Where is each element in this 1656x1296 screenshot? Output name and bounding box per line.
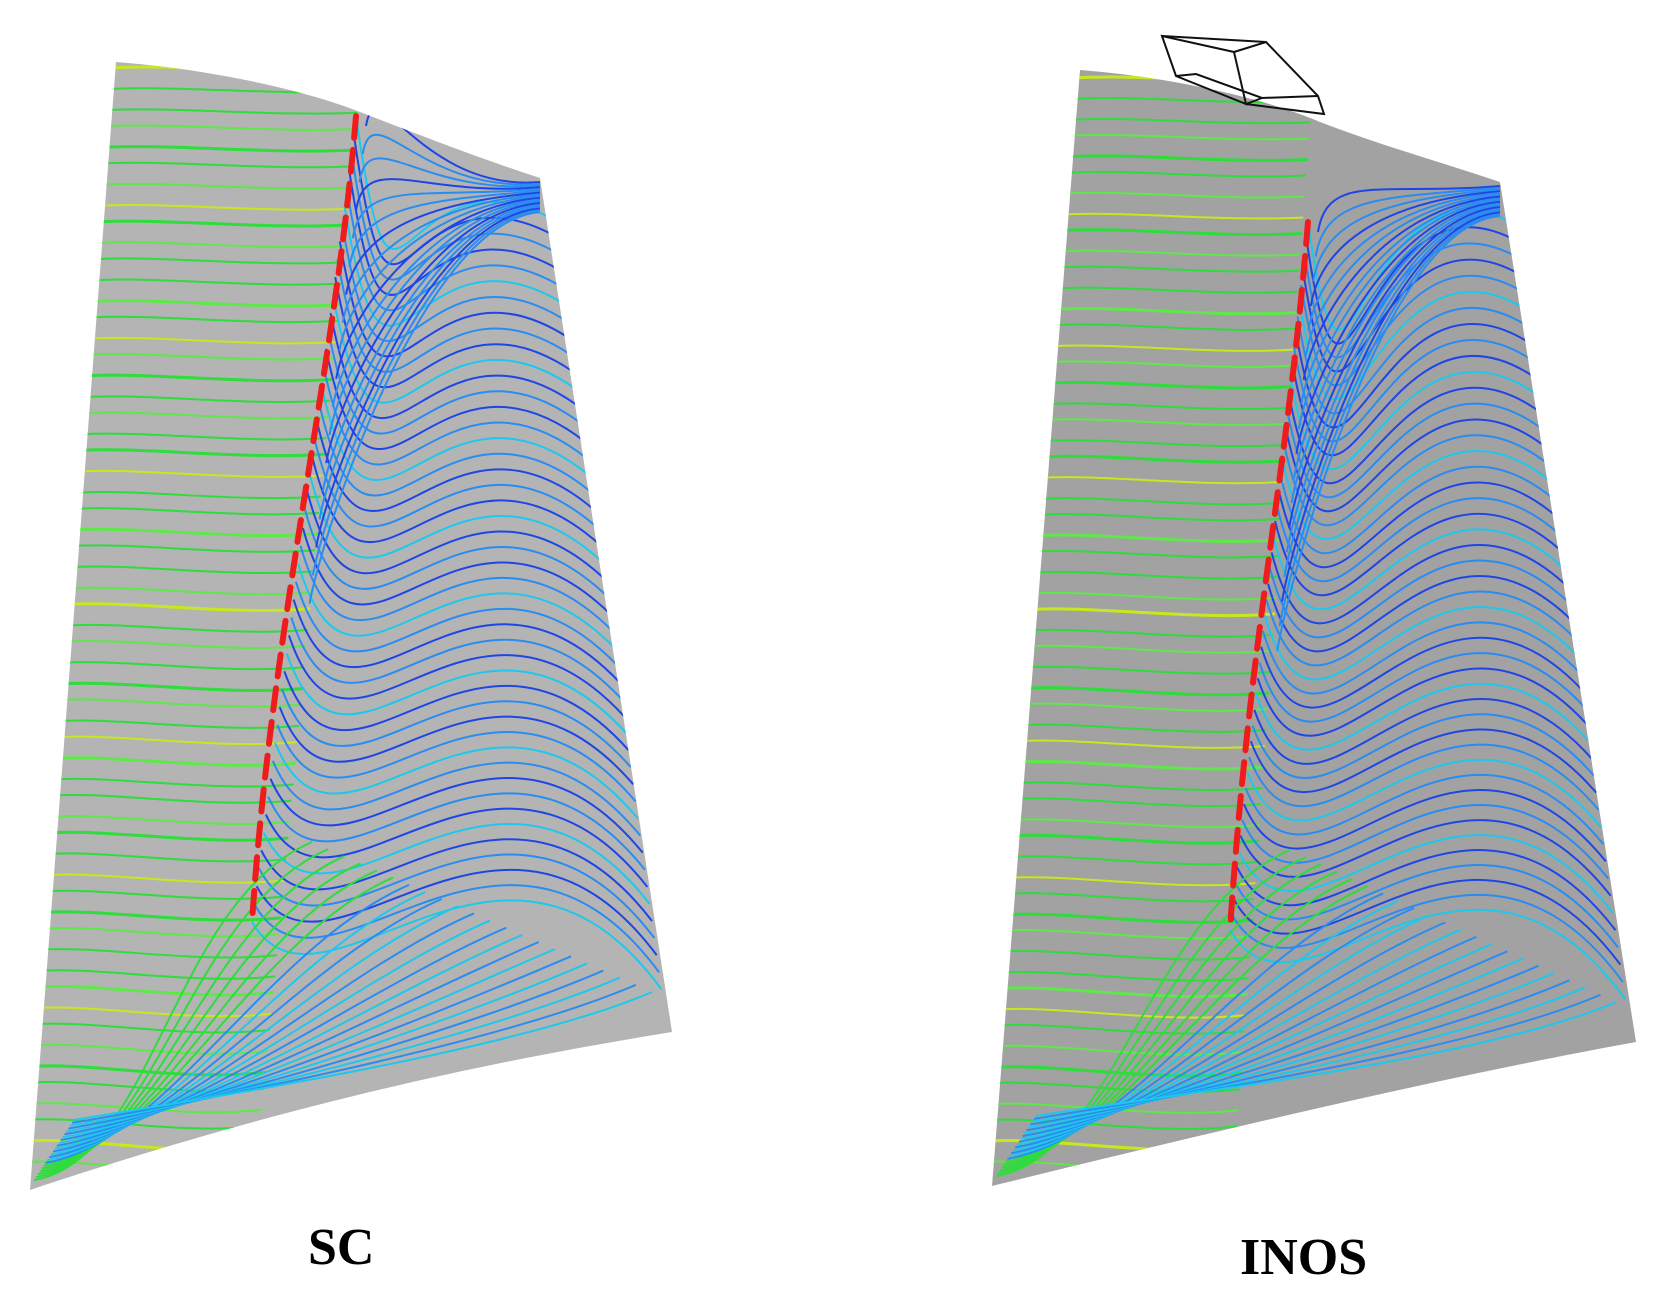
blade-panel-inos (992, 34, 1636, 1186)
streamlines (30, 65, 663, 1181)
panel-label-sc: SC (308, 1219, 375, 1276)
tip-geometry-outline (1160, 34, 1326, 116)
blade-panel-sc (30, 62, 672, 1190)
blade-surface (30, 62, 672, 1190)
separation-line (1227, 219, 1311, 933)
blade-surface (992, 70, 1636, 1186)
separation-line (249, 113, 359, 925)
panel-label-inos: INOS (1240, 1229, 1368, 1286)
